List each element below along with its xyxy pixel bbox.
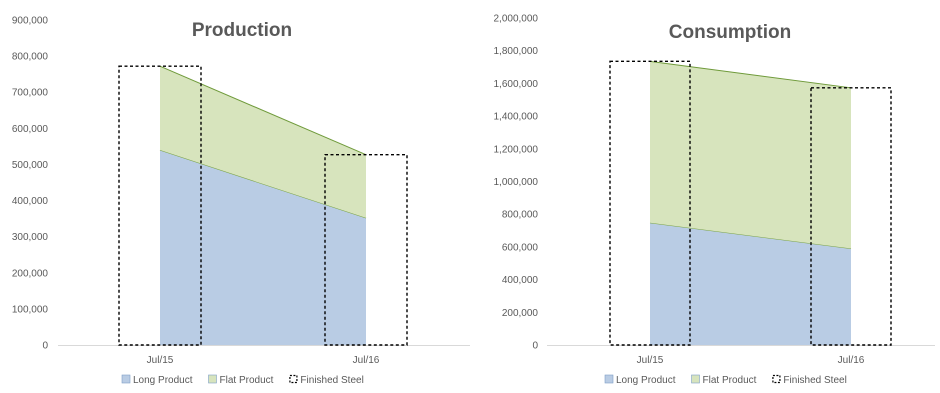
y-tick-label: 1,200,000	[494, 144, 539, 155]
legend-swatch	[604, 374, 614, 384]
y-tick-label: 200,000	[502, 308, 539, 319]
y-tick-label: 0	[532, 341, 538, 352]
x-tick-label: Jul/15	[147, 355, 174, 366]
area-long-product	[650, 222, 851, 345]
y-tick-label: 700,000	[12, 88, 49, 99]
legend-swatch	[772, 374, 781, 384]
y-tick-label: 600,000	[502, 242, 539, 253]
area-long-product	[160, 150, 366, 345]
y-tick-label: 1,600,000	[494, 79, 539, 90]
legend-item-long-product: Long Product	[121, 374, 193, 386]
legend-swatch	[289, 374, 298, 384]
y-tick-label: 600,000	[12, 124, 49, 135]
area-flat-product	[160, 66, 366, 218]
area-edge-flat-product	[649, 60, 852, 89]
legend-item-finished-steel: Finished Steel	[772, 374, 847, 386]
legend-item-flat-product: Flat Product	[208, 374, 274, 386]
legend-label: Flat Product	[220, 375, 274, 386]
consumption-chart: Consumption 0 200,000 400,000 600,000 800,000…	[494, 14, 935, 386]
chart-title: Consumption	[669, 22, 791, 43]
legend-label: Finished Steel	[783, 375, 846, 386]
legend-item-finished-steel: Finished Steel	[289, 374, 364, 386]
y-tick-label: 800,000	[502, 210, 539, 221]
y-tick-label: 2,000,000	[494, 14, 539, 25]
legend-item-long-product: Long Product	[604, 374, 676, 386]
y-tick-label: 800,000	[12, 52, 49, 63]
chart-title: Production	[192, 20, 292, 41]
y-tick-label: 900,000	[12, 16, 49, 27]
legend-swatch	[208, 374, 217, 384]
y-tick-label: 300,000	[12, 232, 49, 243]
legend-label: Long Product	[133, 375, 193, 386]
y-tick-label: 400,000	[12, 196, 49, 207]
legend-label: Finished Steel	[300, 375, 363, 386]
y-tick-label: 200,000	[12, 268, 49, 279]
x-tick-label: Jul/16	[353, 355, 380, 366]
bar-finished-steel	[324, 153, 408, 346]
legend-swatch	[121, 374, 131, 384]
x-tick-label: Jul/16	[838, 355, 865, 366]
bar-finished-steel	[118, 65, 202, 346]
y-tick-label: 100,000	[12, 304, 49, 315]
y-tick-label: 400,000	[502, 275, 539, 286]
production-chart: Production 0 100,000 200,000 300,000 400,000 5…	[12, 16, 470, 386]
bar-finished-steel	[810, 87, 892, 346]
y-tick-label: 0	[42, 341, 48, 352]
bar-finished-steel	[609, 60, 691, 346]
legend-label: Long Product	[616, 375, 676, 386]
area-edge-flat-product	[159, 65, 367, 156]
legend-swatch	[691, 374, 700, 384]
y-tick-label: 500,000	[12, 160, 49, 171]
x-tick-label: Jul/15	[637, 355, 664, 366]
legend-label: Flat Product	[703, 375, 757, 386]
area-flat-product	[650, 61, 851, 249]
y-tick-label: 1,800,000	[494, 46, 539, 57]
y-tick-label: 1,400,000	[494, 112, 539, 123]
legend-item-flat-product: Flat Product	[691, 374, 757, 386]
y-tick-label: 1,000,000	[494, 177, 539, 188]
